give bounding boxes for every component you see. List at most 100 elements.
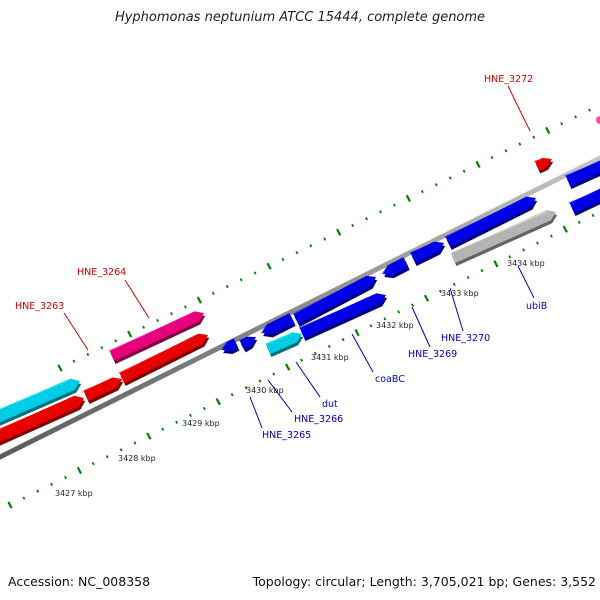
gene-highlight bbox=[108, 312, 195, 352]
scale-tick bbox=[7, 501, 13, 509]
edge-marker bbox=[596, 116, 600, 124]
scale-label: 3433 kbp bbox=[441, 289, 479, 298]
scale-tick bbox=[466, 275, 470, 280]
gene-red-left bbox=[0, 395, 86, 446]
scale-tick bbox=[189, 413, 192, 418]
scale-tick bbox=[281, 257, 285, 262]
scale-tick bbox=[239, 278, 243, 282]
scale-tick bbox=[300, 358, 303, 362]
scale-tick bbox=[215, 397, 221, 406]
gene-coabc bbox=[292, 275, 378, 327]
genome-title: Hyphomonas neptunium ATCC 15444, complet… bbox=[114, 10, 486, 25]
scale-tick bbox=[549, 234, 553, 238]
gene-highlight bbox=[533, 158, 543, 163]
scale-tick bbox=[258, 379, 262, 383]
gene-highlight bbox=[449, 211, 547, 254]
gene-hne-3263 bbox=[82, 377, 124, 404]
gene-body bbox=[383, 257, 409, 276]
scale-tick bbox=[522, 248, 526, 252]
gene-label: coaBC bbox=[375, 374, 405, 385]
scale-tick bbox=[36, 489, 40, 493]
leader-line bbox=[449, 287, 464, 332]
leader-line bbox=[124, 279, 150, 319]
scale-tick bbox=[119, 448, 123, 452]
scale-tick bbox=[493, 260, 499, 268]
gene-labels: HNE_3263 HNE_3264 HNE_3272 HNE_3265 HNE_3266… bbox=[15, 74, 547, 441]
scale-tick bbox=[72, 359, 76, 363]
scale-tick bbox=[313, 351, 317, 355]
scale-tick bbox=[452, 282, 456, 287]
scale-tick bbox=[86, 352, 90, 357]
gene-body bbox=[83, 377, 122, 401]
gene-highlight bbox=[564, 161, 600, 177]
scale-tick bbox=[480, 268, 484, 273]
scale-tick bbox=[475, 160, 481, 169]
gene-highlight bbox=[220, 343, 228, 351]
backbone-line bbox=[0, 155, 600, 460]
accession-text: Accession: NC_008358 bbox=[8, 574, 151, 589]
gene-body bbox=[239, 336, 256, 350]
leader-line bbox=[351, 333, 374, 373]
gene-hne-3269 bbox=[381, 257, 410, 279]
gene-label: HNE_3272 bbox=[484, 74, 533, 85]
scale-tick bbox=[423, 294, 430, 302]
scale-tick bbox=[545, 126, 551, 135]
scale-label: 3432 kbp bbox=[376, 321, 414, 330]
gene-highlight bbox=[238, 337, 247, 342]
gene-body bbox=[299, 293, 386, 339]
scale-label: 3430 kbp bbox=[246, 386, 284, 395]
scale-tick bbox=[562, 225, 568, 233]
gene-cyan-left bbox=[0, 378, 82, 426]
gene-highlight bbox=[260, 325, 268, 334]
gene-body bbox=[109, 311, 204, 361]
scale-tick bbox=[327, 344, 331, 349]
gene-body bbox=[565, 160, 600, 187]
gene-body bbox=[534, 157, 552, 171]
gene-highlight bbox=[444, 197, 527, 238]
gene-hne-3264 bbox=[108, 311, 206, 364]
scale-tick bbox=[196, 296, 202, 304]
gene-hne-3272 bbox=[533, 157, 554, 174]
scale-tick bbox=[323, 237, 327, 241]
backbone bbox=[0, 155, 600, 460]
scale-tick bbox=[266, 262, 272, 270]
scale-tick bbox=[50, 482, 54, 486]
scale-tick bbox=[508, 255, 512, 259]
gene-label: HNE_3263 bbox=[15, 301, 64, 312]
scale-tick bbox=[76, 466, 83, 475]
scale-tick bbox=[156, 318, 159, 323]
scale-tick bbox=[127, 330, 133, 338]
leader-line bbox=[295, 361, 321, 398]
scale-tick bbox=[146, 432, 152, 440]
scale-tick bbox=[183, 305, 187, 309]
gene-body bbox=[262, 313, 295, 335]
gene-body bbox=[450, 210, 556, 264]
scale-label: 3434 kbp bbox=[507, 259, 545, 268]
scale-label: 3431 kbp bbox=[311, 353, 349, 362]
gene-label: HNE_3269 bbox=[408, 349, 457, 360]
scale-tick bbox=[369, 324, 373, 328]
gene-body bbox=[119, 333, 208, 383]
gene-red-mid bbox=[118, 333, 210, 386]
scale-tick bbox=[490, 155, 494, 160]
gene-body bbox=[410, 241, 444, 263]
scale-tick bbox=[420, 189, 424, 194]
scale-tick bbox=[411, 303, 415, 307]
gene-highlight bbox=[292, 276, 367, 315]
scale-tick bbox=[114, 339, 118, 343]
scale-tick bbox=[244, 386, 248, 390]
gene-highlight bbox=[298, 294, 377, 329]
leader-line bbox=[267, 379, 293, 413]
scale-tick bbox=[285, 363, 291, 371]
scale-tick bbox=[211, 291, 215, 296]
scale-tick bbox=[591, 213, 595, 218]
gene-highlight bbox=[0, 379, 71, 410]
scale-tick bbox=[588, 108, 591, 112]
gene-body bbox=[0, 378, 80, 423]
scale-label: 3429 kbp bbox=[182, 419, 220, 428]
gene-body bbox=[445, 196, 536, 247]
gene-hne-3270 bbox=[409, 241, 446, 266]
gene-label: ubiB bbox=[526, 301, 547, 312]
scale-labels: 3427 kbp 3428 kbp 3429 kbp 3430 kbp 3431 kbp… bbox=[55, 259, 545, 498]
